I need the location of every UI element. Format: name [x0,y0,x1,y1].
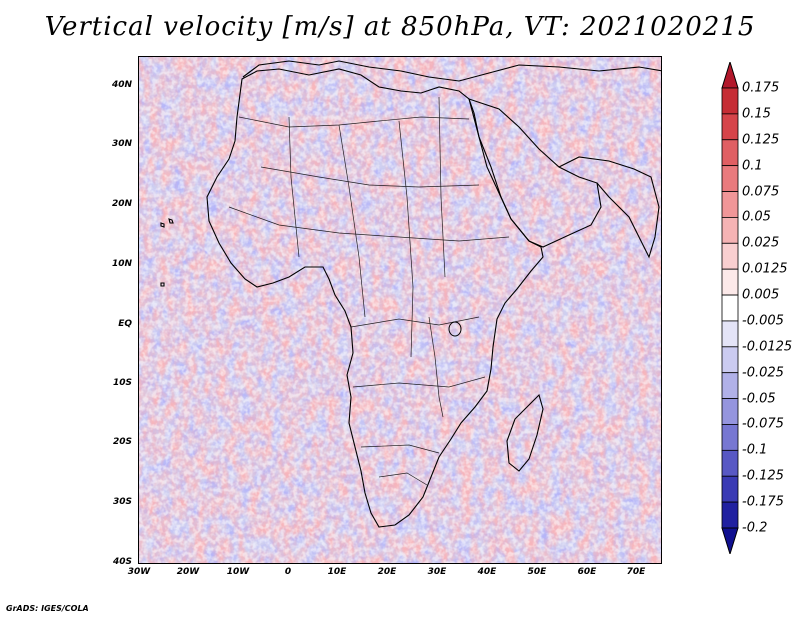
colorbar-segment [721,87,739,115]
colorbar-bottom-arrow [721,527,739,554]
colorbar-label: 0.025 [742,235,780,251]
colorbar-label: -0.125 [742,468,784,484]
lat-label-40s: 40S [112,557,132,567]
colorbar-segment [721,449,739,477]
lon-label-10w: 10W [226,567,250,577]
lat-label-30n: 30N [111,139,132,149]
arabia-coastline [468,98,602,248]
colorbar-segment [721,294,739,322]
asia-coastline [558,156,660,259]
lon-label-40e: 40E [477,567,497,577]
colorbar-segment [721,191,739,218]
lon-label-20w: 20W [176,567,200,577]
lon-label-30w: 30W [127,567,151,577]
colorbar-segment [721,501,739,529]
madagascar-coastline [506,393,544,472]
europe-coastline [242,60,661,82]
lat-label-30s: 30S [112,497,132,507]
lat-label-10n: 10N [111,259,132,269]
colorbar-segment [721,268,739,296]
colorbar-label: 0.125 [742,132,780,148]
lon-label-10e: 10E [327,567,347,577]
country-borders [228,96,510,486]
colorbar [721,62,739,554]
colorbar-segment [721,346,739,374]
lon-label-0: 0 [284,567,292,577]
colorbar-label: 0.15 [742,106,771,122]
lon-label-50e: 50E [527,567,547,577]
lat-label-20n: 20N [111,199,132,209]
colorbar-segment [721,139,739,167]
colorbar-segment [721,113,739,141]
lake-victoria [448,321,462,337]
colorbar-label: 0.005 [742,287,780,303]
colorbar-label: -0.05 [742,391,776,407]
colorbar-label: -0.175 [742,494,784,510]
colorbar-label: -0.1 [742,442,768,458]
lat-label-10s: 10S [112,378,132,388]
lon-label-70e: 70E [626,567,646,577]
colorbar-label: 0.1 [742,158,763,174]
lat-label-eq: EQ [118,319,132,329]
lon-label-30e: 30E [427,567,447,577]
colorbar-segment [721,475,739,503]
colorbar-segment [721,398,739,425]
colorbar-segment [721,165,739,192]
colorbar-label: -0.025 [742,365,784,381]
colorbar-label: 0.0125 [742,261,788,277]
lon-label-60e: 60E [577,567,597,577]
colorbar-segment [721,424,739,451]
map-panel[interactable] [138,56,662,564]
cape-verde-islands [160,282,165,287]
canary-islands [160,218,174,228]
lat-label-40n: 40N [111,80,132,90]
colorbar-segment [721,217,739,244]
colorbar-segment [721,242,739,270]
coastlines [160,60,661,528]
colorbar-label: -0.005 [742,313,784,329]
colorbar-label: -0.0125 [742,339,793,355]
colorbar-label: 0.075 [742,184,780,200]
africa-coastline [206,68,544,528]
field-contour-texture [139,57,661,563]
colorbar-segment [721,320,739,348]
colorbar-top-arrow [721,62,739,89]
colorbar-label: 0.175 [742,80,780,96]
map-title: Vertical velocity [m/s] at 850hPa, VT: 2… [44,12,756,42]
lon-label-20e: 20E [377,567,397,577]
colorbar-label: -0.2 [742,520,768,536]
lat-label-20s: 20S [112,437,132,447]
grads-credit: GrADS: IGES/COLA [6,604,89,613]
vertical-velocity-field [139,57,661,563]
colorbar-label: 0.05 [742,209,771,225]
colorbar-label: -0.075 [742,416,784,432]
colorbar-segment [721,372,739,399]
